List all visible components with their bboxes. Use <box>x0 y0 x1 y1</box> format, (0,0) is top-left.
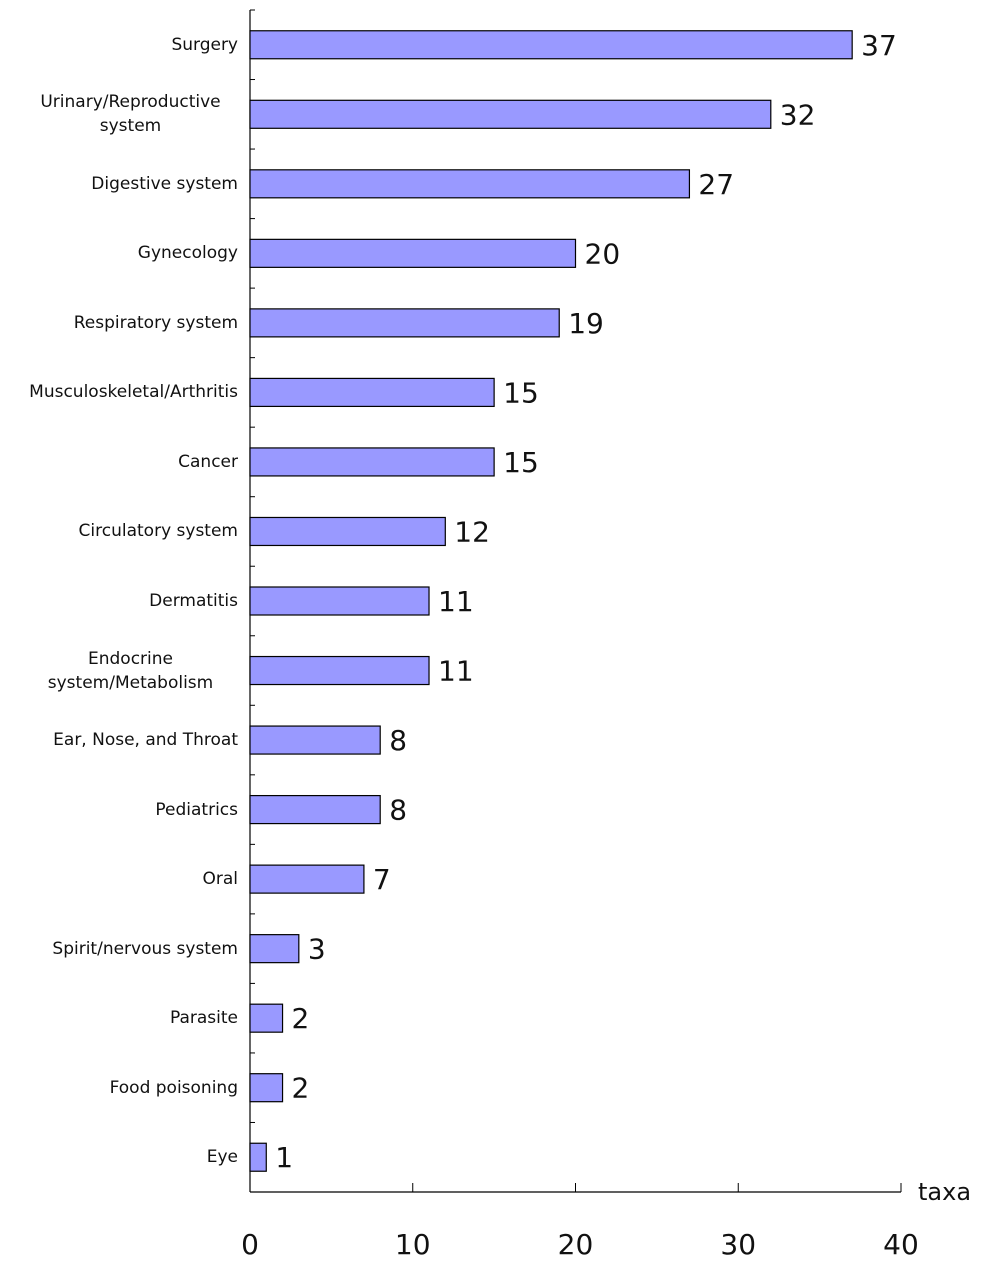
y-tick-label: Food poisoning <box>109 1077 238 1098</box>
value-label: 7 <box>373 863 391 896</box>
bar <box>249 586 430 616</box>
x-tick-label: 20 <box>558 1228 594 1261</box>
bar <box>249 934 300 964</box>
bar <box>249 169 691 199</box>
bar <box>249 30 853 60</box>
value-label: 8 <box>389 794 407 827</box>
bar <box>249 1142 267 1172</box>
y-tick-label: Oral <box>202 869 238 890</box>
x-tick-label: 10 <box>395 1228 431 1261</box>
y-tick-label: Urinary/Reproductive system <box>40 92 221 137</box>
y-tick-label: Musculoskeletal/Arthritis <box>29 382 238 403</box>
y-tick-label: Ear, Nose, and Throat <box>53 730 238 751</box>
y-tick-label: Cancer <box>178 451 238 472</box>
bar <box>249 1073 284 1103</box>
value-label: 11 <box>438 585 474 618</box>
value-label: 1 <box>275 1141 293 1174</box>
y-tick-label: Pediatrics <box>155 799 238 820</box>
y-tick-label: Surgery <box>171 34 238 55</box>
x-tick-label: 30 <box>720 1228 756 1261</box>
bar <box>249 864 365 894</box>
y-tick-label: Endocrine system/Metabolism <box>47 648 214 693</box>
y-tick-label: Spirit/nervous system <box>52 938 238 959</box>
y-tick-label: Respiratory system <box>73 312 238 333</box>
y-tick-label: Parasite <box>169 1008 238 1029</box>
x-tick-label: 40 <box>883 1228 919 1261</box>
value-label: 12 <box>454 515 490 548</box>
y-tick-label: Gynecology <box>137 243 238 264</box>
bar <box>249 1003 284 1033</box>
value-label: 19 <box>568 307 604 340</box>
value-label: 37 <box>861 29 897 62</box>
bar <box>249 794 381 825</box>
value-label: 3 <box>308 933 326 966</box>
y-tick-label: Digestive system <box>91 173 238 194</box>
bar <box>249 516 446 547</box>
bar <box>249 447 495 477</box>
value-label: 32 <box>780 98 816 131</box>
bar <box>249 377 495 408</box>
value-label: 15 <box>503 376 539 409</box>
bar <box>249 308 560 338</box>
x-tick-label: 0 <box>241 1228 259 1261</box>
value-label: 27 <box>698 168 734 201</box>
value-label: 2 <box>292 1002 310 1035</box>
value-label: 8 <box>389 724 407 757</box>
bar <box>249 238 577 268</box>
bar <box>249 99 772 129</box>
value-label: 11 <box>438 655 474 688</box>
value-label: 20 <box>585 237 621 270</box>
y-tick-label: Circulatory system <box>78 521 238 542</box>
y-tick-label: Eye <box>206 1147 238 1168</box>
x-axis-label: taxa <box>918 1178 971 1206</box>
value-label: 2 <box>292 1072 310 1105</box>
y-tick-label: Dermatitis <box>149 591 238 611</box>
value-label: 15 <box>503 446 539 479</box>
bar <box>249 725 381 755</box>
bar <box>249 655 430 686</box>
